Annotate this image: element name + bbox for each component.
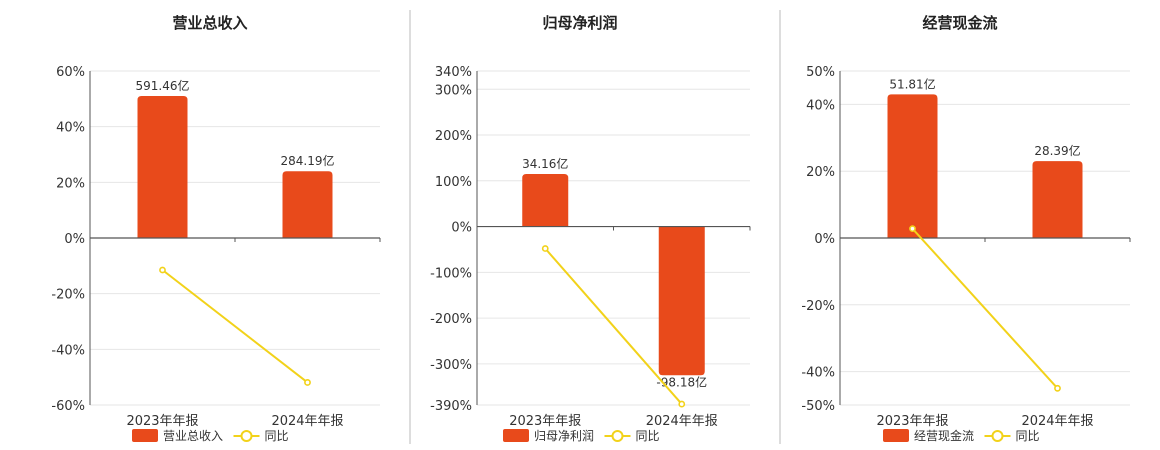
y-tick-label: 0%: [451, 221, 472, 236]
y-tick-label: -40%: [801, 366, 835, 381]
chart-panel-1: 营业总收入 60% 40% 20% 0% -20% -40% -60% 591.46亿 284.1…: [51, 14, 381, 443]
legend-bar-label: 经营现金流: [914, 428, 974, 443]
chart-title: 归母净利润: [542, 14, 617, 32]
bar: [658, 226, 705, 376]
yoy-point: [541, 245, 549, 252]
legend-bar-swatch: [132, 429, 158, 442]
legend-line-marker: [611, 430, 624, 442]
legend-bar-swatch: [503, 429, 529, 442]
chart-title: 营业总收入: [172, 14, 247, 32]
bar-value-label: 28.39亿: [1034, 143, 1080, 158]
y-tick-label: 50%: [806, 65, 835, 80]
y-tick-label: -300%: [430, 358, 472, 373]
legend-line-marker: [240, 430, 253, 442]
y-tick-label: -50%: [801, 399, 835, 414]
x-category-label: 2023年年报: [876, 414, 948, 429]
bar-value-label: -98.18亿: [656, 374, 707, 389]
chart-panel-2: 归母净利润 340% 300% 200% 100% 0% -100% -200% -300% -3…: [430, 14, 751, 443]
y-tick-label: -100%: [430, 266, 472, 281]
legend-bar-swatch: [883, 429, 909, 442]
legend-line-label: 同比: [1016, 429, 1040, 443]
legend-bar-label: 营业总收入: [163, 429, 223, 443]
legend-line-label: 同比: [265, 429, 289, 443]
legend: 经营现金流 同比: [883, 428, 1040, 443]
bar-value-label: 51.81亿: [889, 76, 935, 91]
y-tick-label: 100%: [435, 175, 472, 190]
bar: [282, 171, 333, 238]
bar-value-label: 284.19亿: [281, 153, 335, 168]
yoy-point: [678, 400, 686, 408]
legend: 营业总收入 同比: [132, 429, 289, 443]
y-tick-label: 40%: [56, 121, 85, 136]
chart-title: 经营现金流: [922, 14, 997, 32]
bar: [522, 173, 569, 227]
yoy-point: [1054, 384, 1061, 392]
y-tick-label: -20%: [801, 299, 835, 314]
legend-bar-label: 归母净利润: [534, 429, 594, 443]
legend: 归母净利润 同比: [503, 429, 660, 443]
x-category-label: 2023年年报: [509, 414, 581, 429]
y-tick-label: 200%: [435, 129, 472, 144]
y-tick-label: 340%: [435, 65, 472, 80]
y-tick-label: 40%: [806, 98, 835, 113]
y-tick-label: -60%: [51, 399, 85, 414]
y-tick-label: 60%: [56, 65, 85, 80]
y-tick-label: 0%: [814, 232, 835, 247]
bar: [887, 94, 938, 238]
legend-line-marker: [991, 430, 1004, 442]
yoy-point: [909, 225, 916, 233]
y-tick-label: -390%: [430, 399, 472, 414]
x-category-label: 2023年年报: [126, 414, 198, 429]
y-tick-label: 20%: [806, 165, 835, 180]
bar: [1032, 161, 1083, 238]
bar-value-label: 34.16亿: [522, 156, 568, 171]
y-tick-label: 20%: [56, 176, 85, 191]
x-category-label: 2024年年报: [1021, 414, 1093, 429]
bar: [137, 96, 188, 238]
bar-value-label: 591.46亿: [136, 78, 190, 93]
yoy-point: [304, 379, 311, 386]
x-category-label: 2024年年报: [271, 414, 343, 429]
y-tick-label: -200%: [430, 312, 472, 327]
yoy-line: [911, 227, 1059, 389]
yoy-point: [159, 266, 166, 274]
y-tick-label: 0%: [64, 232, 85, 247]
y-tick-label: 300%: [435, 83, 472, 98]
yoy-line: [161, 269, 309, 384]
y-tick-label: -20%: [51, 288, 85, 303]
chart-panel-3: 经营现金流 50% 40% 20% 0% -20% -40% -50% 51.81亿 28.39亿…: [801, 14, 1131, 443]
legend-line-label: 同比: [636, 429, 660, 443]
y-tick-label: -40%: [51, 343, 85, 358]
yoy-line: [544, 247, 683, 405]
x-category-label: 2024年年报: [646, 414, 718, 429]
